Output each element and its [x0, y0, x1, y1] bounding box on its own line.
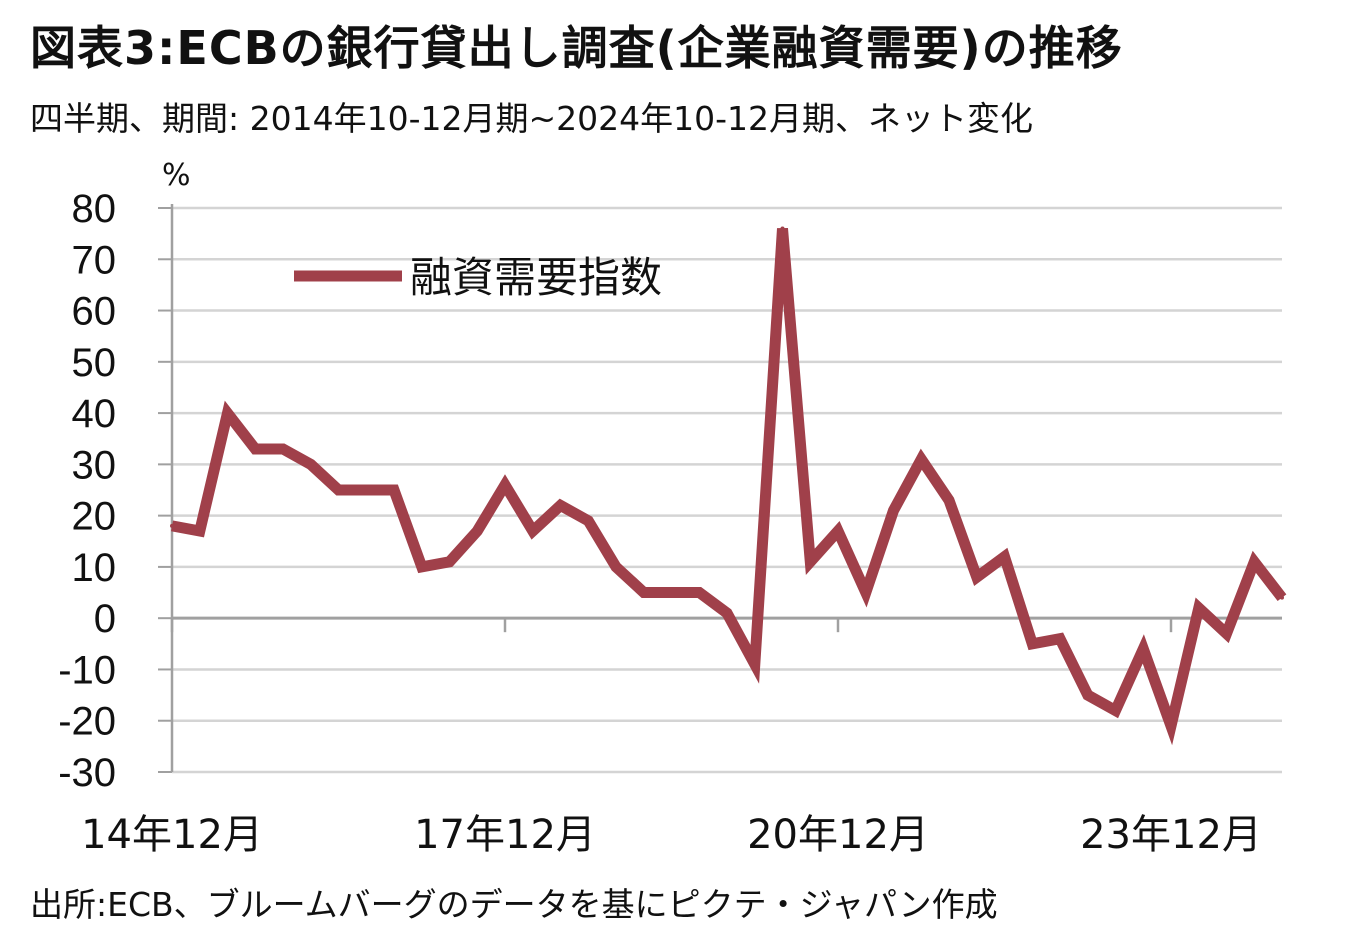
data-point: [836, 529, 840, 534]
y-tick-label: 60: [72, 290, 117, 334]
y-tick-label: 20: [72, 495, 117, 539]
data-point: [364, 488, 369, 492]
legend-label: 融資需要指数: [410, 253, 662, 302]
data-point: [947, 498, 951, 503]
y-tick-label: 70: [72, 238, 117, 282]
data-point: [1224, 631, 1229, 636]
data-point: [1002, 554, 1007, 559]
data-point: [530, 529, 535, 534]
x-tick-label: 23年12月: [1080, 812, 1262, 858]
data-point: [919, 457, 924, 462]
data-point: [614, 564, 618, 569]
data-point: [808, 559, 813, 564]
y-tick-label: -20: [58, 700, 116, 744]
data-point: [225, 411, 230, 416]
data-point: [780, 226, 785, 231]
series-layer: [170, 226, 1287, 746]
x-tick-label: 20年12月: [747, 812, 929, 858]
x-tick-label: 17年12月: [414, 812, 596, 858]
legend: 融資需要指数: [294, 253, 662, 302]
data-point: [197, 529, 202, 534]
data-point: [503, 482, 507, 487]
gridlines: [172, 206, 1282, 774]
data-point: [447, 559, 452, 564]
data-point: [1169, 723, 1173, 728]
source-note: 出所:ECB、ブルームバーグのデータを基にピクテ・ジャパン作成: [30, 885, 998, 924]
y-tick-label: -10: [58, 648, 116, 692]
series-line: [171, 228, 1287, 746]
data-point: [1280, 595, 1284, 600]
data-point: [419, 564, 424, 569]
data-point: [863, 590, 868, 595]
x-tick-label: 14年12月: [81, 812, 263, 858]
data-point: [641, 590, 646, 595]
y-tick-label: 50: [72, 341, 117, 385]
data-point: [669, 590, 674, 595]
y-tick-label: 30: [72, 443, 117, 487]
data-point: [1085, 693, 1090, 698]
chart-title: 図表3:ECBの銀行貸出し調査(企業融資需要)の推移: [30, 21, 1123, 75]
data-point: [1141, 646, 1146, 651]
data-point: [1196, 605, 1201, 610]
data-point: [1252, 559, 1257, 564]
y-tick-labels: 80 70 60 50 40 30 20 10 0 -10 -20 -30: [58, 187, 116, 795]
data-point: [974, 575, 979, 580]
data-point: [1030, 641, 1035, 646]
data-point: [558, 503, 563, 508]
axes: [158, 204, 1282, 773]
data-point: [308, 462, 313, 467]
data-point: [697, 590, 702, 595]
data-point: [392, 488, 396, 492]
data-point: [586, 518, 591, 523]
data-point: [336, 488, 341, 492]
data-point: [752, 662, 757, 667]
y-axis-unit-label: %: [162, 158, 191, 193]
data-point: [725, 611, 729, 616]
y-tick-label: 10: [72, 546, 117, 590]
x-tick-labels: 14年12月 17年12月 20年12月 23年12月: [81, 812, 1262, 858]
data-point: [1058, 636, 1062, 641]
data-point: [475, 529, 480, 534]
data-point: [253, 446, 258, 451]
data-point: [170, 523, 174, 528]
y-tick-label: -30: [58, 751, 116, 795]
chart-subtitle: 四半期、期間: 2014年10-12月期~2024年10-12月期、ネット変化: [30, 99, 1034, 138]
y-tick-label: 40: [72, 392, 117, 436]
data-point: [1113, 708, 1118, 713]
data-point: [281, 446, 285, 451]
y-tick-label: 80: [72, 187, 117, 231]
data-point: [891, 508, 896, 513]
y-tick-label: 0: [94, 597, 116, 641]
